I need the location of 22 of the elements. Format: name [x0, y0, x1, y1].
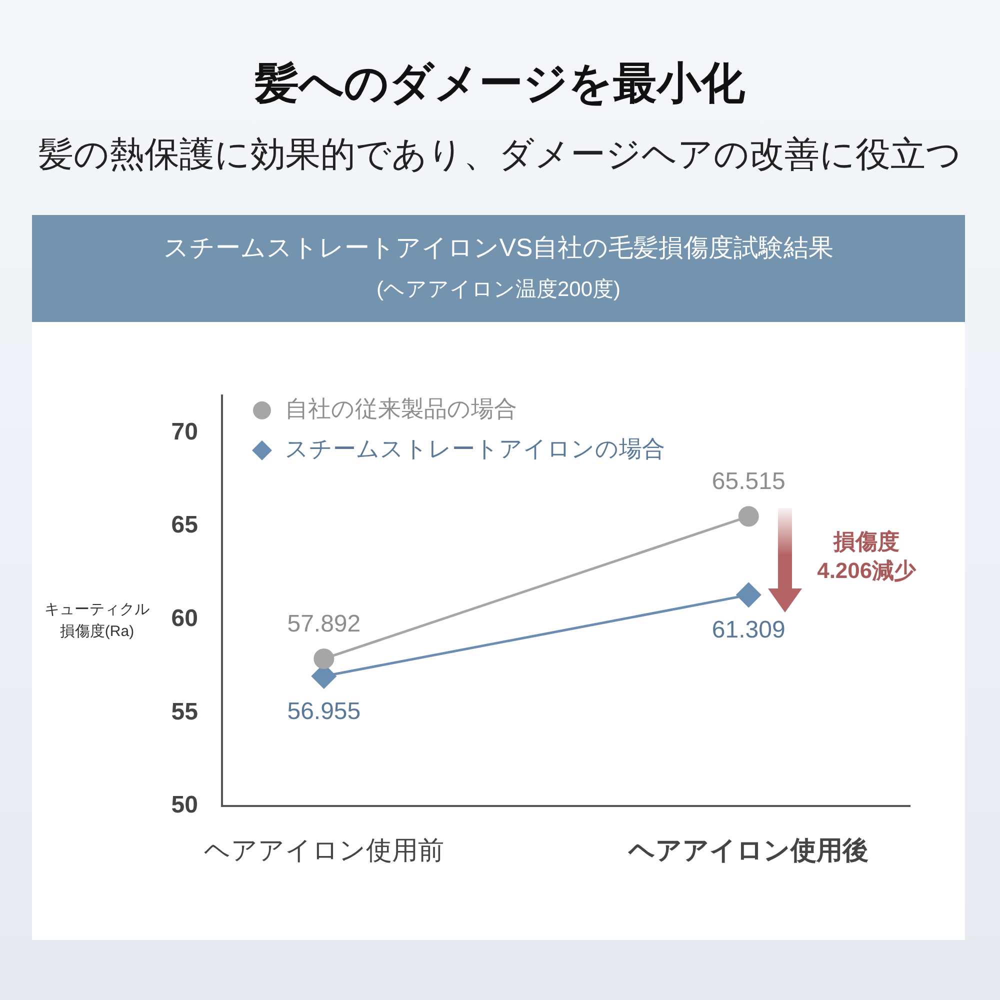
text: (ヘアアイロン温度200度) [375, 277, 622, 303]
annotation: 損傷度4.206減少 [816, 528, 917, 585]
y-tick-label: 70 [171, 418, 198, 446]
text: スチームストレートアイロンVS自社の毛髪損傷度試験結果 [162, 233, 835, 264]
x-tick-label: ヘアアイロン使用後 [628, 834, 869, 865]
point [314, 648, 334, 669]
data-label: 65.515 [712, 468, 786, 496]
point [736, 582, 761, 608]
chart-title: 髪へのダメージを最小化 [254, 58, 746, 110]
chart-subtitle: 髪の熱保護に効果的であり、ダメージヘアの改善に役立つ [38, 134, 962, 176]
y-tick-label: 65 [171, 512, 198, 539]
y-tick-label: 50 [171, 792, 198, 819]
data-label: 56.955 [287, 698, 361, 725]
y-axis-title: キューティクル損傷度(Ra) [44, 600, 150, 642]
point [738, 506, 759, 527]
y-tick-label: 55 [171, 698, 198, 726]
legend-label: 自社の従来製品の場合 [285, 396, 517, 422]
y-tick-label: 60 [171, 604, 198, 632]
x-tick-label: ヘアアイロン使用前 [204, 834, 444, 865]
data-label: 61.309 [712, 616, 786, 644]
data-label: 57.892 [287, 610, 361, 638]
legend-label: スチームストレートアイロンの場合 [285, 436, 665, 462]
